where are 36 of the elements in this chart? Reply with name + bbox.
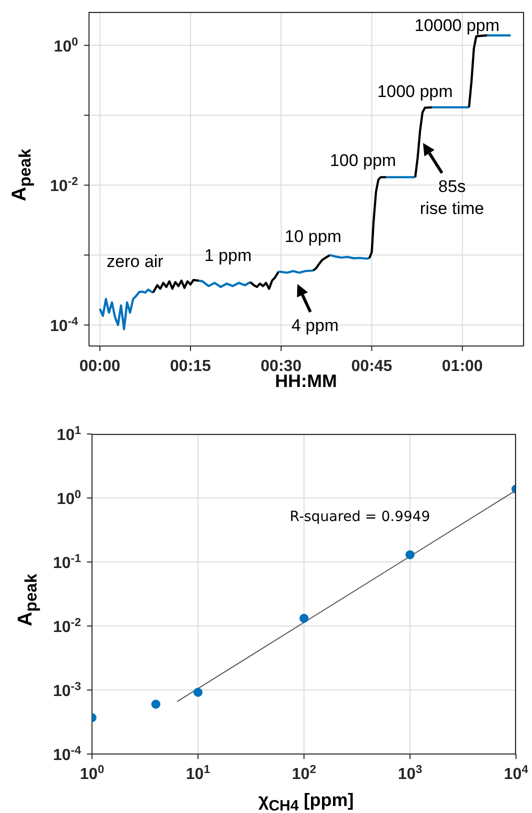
x-tick-label: 00:00 xyxy=(79,358,120,375)
line-series xyxy=(249,270,280,290)
line-series xyxy=(98,288,154,330)
line-series xyxy=(414,106,434,178)
y-tick-label: 10$^{-2}$ xyxy=(52,617,81,636)
annotation: zero air xyxy=(106,250,164,273)
annotation: 1 ppm xyxy=(204,244,252,267)
x-tick-label: 00:45 xyxy=(351,358,392,375)
y-tick-label: 10$^{-2}$ xyxy=(50,176,78,196)
x-tick-label: 00:15 xyxy=(170,358,212,375)
x-axis-title: χ$_{CH4}$ [ppm] xyxy=(258,790,354,813)
x-tick-label: 10$^{3}$ xyxy=(398,764,422,783)
y-tick-label: 10$^{0}$ xyxy=(54,36,78,56)
y-tick-label: 10$^{1}$ xyxy=(56,425,82,444)
annotation: 10000 ppm xyxy=(414,14,500,37)
annotation: R-squared = 0.9949 xyxy=(290,508,430,526)
annotation: 100 ppm xyxy=(330,150,396,172)
y-tick-label: 10$^{-4}$ xyxy=(50,316,79,335)
annotation: 4 ppm xyxy=(291,314,339,337)
y-tick-label: 10$^{-1}$ xyxy=(52,553,82,572)
x-tick-label: 10$^{1}$ xyxy=(186,764,211,783)
line-series xyxy=(198,280,252,288)
line-series xyxy=(152,278,200,294)
line-series xyxy=(468,34,488,108)
x-tick-label: 10$^{0}$ xyxy=(80,764,104,783)
y-tick-label: 10$^{-3}$ xyxy=(52,681,81,700)
x-tick-label: 10$^{4}$ xyxy=(504,764,529,783)
annotation: 85s rise time xyxy=(420,176,484,220)
x-tick-label: 01:00 xyxy=(442,358,483,375)
line-series xyxy=(312,254,332,272)
line-series xyxy=(368,176,388,260)
annotation: 1000 ppm xyxy=(377,80,453,103)
y-tick-label: 10$^{-4}$ xyxy=(52,745,82,764)
x-tick-label: 10$^{2}$ xyxy=(292,764,316,783)
y-tick-label: 10$^{0}$ xyxy=(56,489,81,508)
annotation: 10 ppm xyxy=(284,226,342,248)
